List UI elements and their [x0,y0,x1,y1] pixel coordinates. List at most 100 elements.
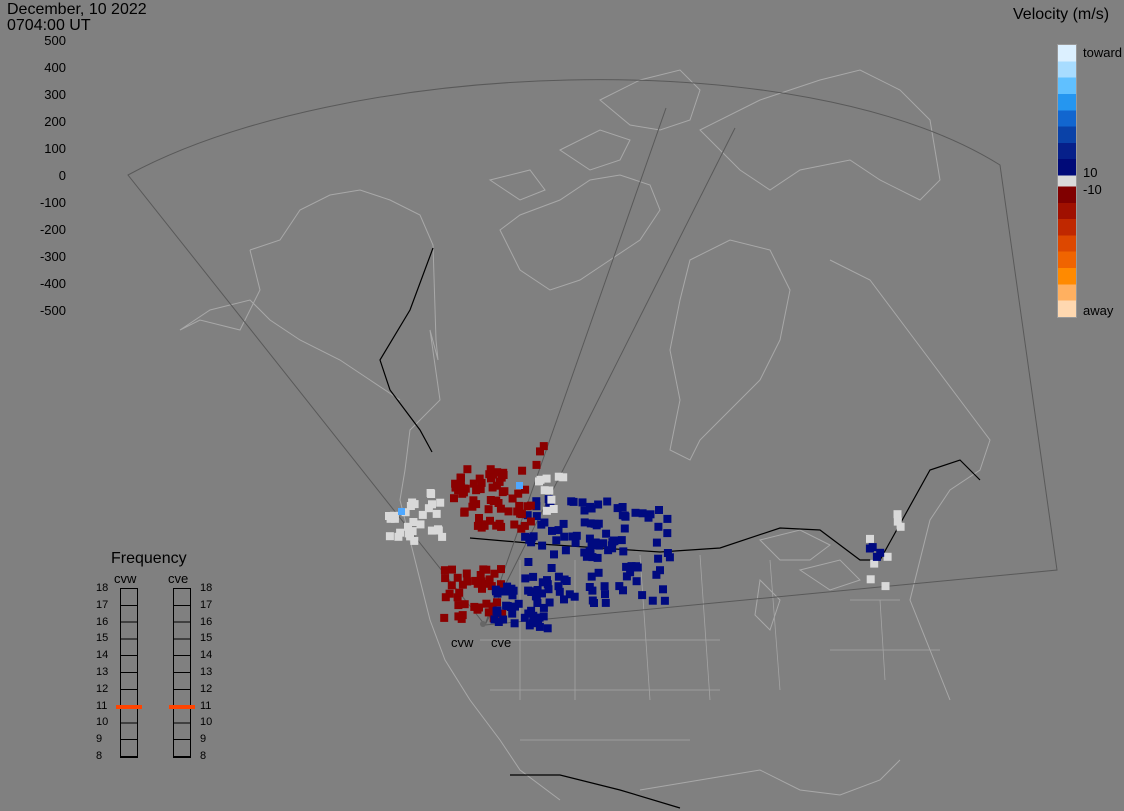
scatter-cell [518,466,527,475]
scatter-cell [508,591,517,600]
scatter-cell [585,534,594,543]
scatter-cell [549,505,558,513]
scatter-cell [408,527,417,536]
scatter-cell [432,509,441,518]
scatter-cell [453,573,462,582]
scatter-cell [554,526,563,535]
scatter-cell [638,591,647,600]
scatter-cell [632,577,641,586]
scatter-cell [559,473,568,482]
scatter-cell [587,572,596,581]
scatter-cell [580,506,589,515]
scatter-cell [613,504,622,513]
scatter-cell [539,612,548,621]
frequency-tick-label: 18 [96,582,109,594]
scatter-cell [473,579,482,588]
scatter-cell [508,609,517,618]
scatter-cell [536,447,544,456]
scatter-cell [463,465,472,474]
scatter-cell [540,518,549,527]
scatter-cell [545,486,554,495]
scatter-cell [534,616,543,625]
scatter-cell [503,582,512,591]
scatter-cell [621,512,630,521]
scatter-cell [538,541,547,550]
scatter-cell [409,518,418,526]
scatter-cell [525,621,534,630]
scatter-cell [396,528,405,537]
scatter-cell [568,532,577,541]
scatter-cell [473,605,482,614]
scatter-cell [538,589,546,598]
scatter-cell [532,592,541,601]
scatter-cell [560,532,569,541]
scatter-cell [469,479,478,488]
frequency-tick-label: 17 [200,598,213,611]
scatter-cell [521,485,530,494]
scatter-cell [881,582,890,591]
scatter-cell [545,598,554,607]
radar-site-marker [480,621,486,627]
colorbar-tick-label: 100 [44,141,66,156]
scatter-cell [394,532,403,541]
scatter-cell [580,518,589,527]
scatter-cell [595,541,604,550]
scatter-cell [447,581,456,590]
scatter-cell [501,587,510,596]
scatter-cell [514,489,523,498]
scatter-cell [459,484,467,493]
scatter-cell [494,618,503,626]
frequency-tick-label: 15 [200,632,213,645]
scatter-cell [632,562,641,571]
frequency-marker-cve [169,705,195,710]
scatter-cell [521,532,530,541]
scatter-cell [543,576,551,585]
scatter-cell [493,608,502,617]
colorbar-tick-label: -500 [39,303,66,318]
scatter-cell [652,538,661,547]
scatter-cell [627,562,636,571]
scatter-cell [631,508,640,517]
scatter-cell [455,588,464,597]
scatter-cell [660,596,669,605]
scatter-cell [506,603,515,611]
scatter-cell [876,548,885,557]
frequency-tick-label: 9 [96,733,103,746]
scatter-cell [648,596,657,605]
scatter-cell [502,601,511,610]
colorbar-tick-label: -400 [39,276,66,291]
velocity-colorbar [1057,44,1077,318]
radar-label-cve: cve [491,635,512,650]
scatter-cell [594,500,603,509]
scatter-cell [524,586,533,595]
coastlines [179,69,991,801]
scatter-cell [486,516,494,525]
scatter-cell [532,512,541,521]
scatter-cell [665,553,674,562]
colorbar-tick-label: 0 [58,168,66,183]
scatter-cell [893,510,902,519]
scatter-cell [454,601,463,610]
scatter-cell [504,507,513,516]
scatter-cell [472,486,481,495]
scatter-cell [654,554,663,563]
station-label-cvw: cvw [114,571,137,586]
scatter-cell [555,587,564,596]
scatter-cell [570,592,579,601]
frequency-tick-label: 14 [96,649,109,662]
scatter-cell [475,474,484,483]
scatter-cell [493,598,501,607]
scatter-cell [532,502,541,511]
scatter-cell [590,599,598,607]
scatter-cell [601,590,609,599]
scatter-cell [510,520,519,529]
scatter-cell [609,536,618,545]
scatter-cell [571,538,580,547]
scatter-cell [618,503,627,511]
scatter-cell [521,574,530,583]
scatter-cell [427,490,436,498]
scatter-cell [655,506,663,514]
scatter-cell [619,586,627,595]
scatter-cell [542,474,551,483]
scatter-cell [539,603,548,612]
